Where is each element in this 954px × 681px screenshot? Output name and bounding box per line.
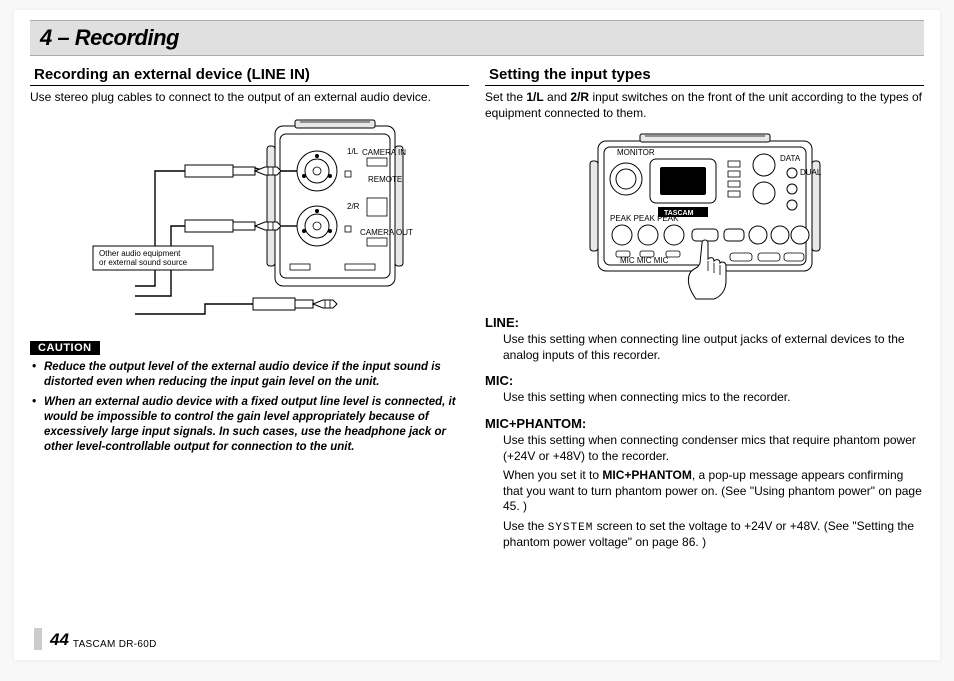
def-line-body: Use this setting when connecting line ou… [485,332,924,363]
figure-caption: Other audio equipment [99,249,181,258]
def-mic-label: MIC: [485,373,924,388]
svg-text:or external sound source: or external sound source [99,258,188,267]
svg-text:CAMERA OUT: CAMERA OUT [360,228,413,237]
svg-text:1/L: 1/L [347,147,359,156]
device-connection-diagram: 1/L 2/R CAMERA IN CAMERA OUT REMOTE [85,116,415,324]
right-column: Setting the input types Set the 1/L and … [485,66,924,555]
figure-line-in: 1/L 2/R CAMERA IN CAMERA OUT REMOTE [30,116,469,324]
chapter-title: 4 – Recording [30,25,179,51]
manual-page: 4 – Recording Recording an external devi… [14,10,940,660]
def-line-label: LINE: [485,315,924,330]
caution-item: When an external audio device with a fix… [44,395,469,455]
footer: 44 TASCAM DR-60D [34,628,157,650]
section-title-input-types: Setting the input types [485,66,924,86]
page-number: 44 [50,630,73,650]
def-phantom-body3: Use the SYSTEM screen to set the voltage… [485,519,924,551]
device-front-diagram: TASCAM MONITOR DATA DUAL [580,131,830,301]
intro-text-left: Use stereo plug cables to connect to the… [30,90,469,106]
def-phantom-body2: When you set it to MIC+PHANTOM, a pop-up… [485,468,924,515]
intro-text-right: Set the 1/L and 2/R input switches on th… [485,90,924,121]
figure-front-panel: TASCAM MONITOR DATA DUAL [485,131,924,301]
svg-text:2/R: 2/R [347,202,360,211]
svg-text:CAMERA IN: CAMERA IN [362,148,406,157]
svg-text:REMOTE: REMOTE [368,175,402,184]
def-phantom-label: MIC+PHANTOM: [485,416,924,431]
caution-label: CAUTION [30,341,100,355]
svg-text:MIC MIC MIC: MIC MIC MIC [620,256,669,265]
def-phantom-body1: Use this setting when connecting condens… [485,433,924,464]
left-column: Recording an external device (LINE IN) U… [30,66,469,555]
def-mic-body: Use this setting when connecting mics to… [485,390,924,406]
caution-block: CAUTION Reduce the output level of the e… [30,338,469,456]
svg-text:PEAK PEAK PEAK: PEAK PEAK PEAK [610,214,679,223]
product-name: TASCAM DR-60D [73,639,157,650]
chapter-header: 4 – Recording [30,20,924,56]
svg-text:DUAL: DUAL [800,168,822,177]
svg-text:DATA: DATA [780,154,801,163]
footer-bar-icon [34,628,42,650]
section-title-line-in: Recording an external device (LINE IN) [30,66,469,86]
caution-item: Reduce the output level of the external … [44,360,469,390]
svg-text:MONITOR: MONITOR [617,148,655,157]
